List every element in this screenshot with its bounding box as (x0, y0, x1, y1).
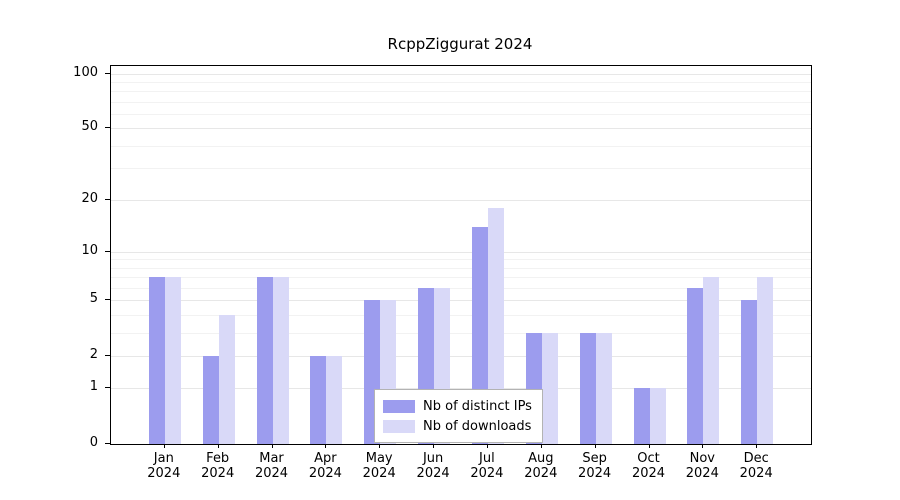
gridline-minor (111, 168, 811, 170)
y-tick-label: 10 (81, 242, 98, 258)
x-tick-label: Nov 2024 (685, 451, 719, 481)
bar-downloads-sep (595, 332, 612, 444)
y-tick-label: 2 (89, 346, 98, 362)
y-tick-mark (105, 299, 110, 301)
y-tick-label: 0 (89, 435, 98, 450)
gridline-minor (111, 277, 811, 279)
bar-downloads-aug (541, 332, 558, 444)
gridline-major (111, 388, 811, 390)
bar-downloads-apr (326, 355, 343, 444)
x-tick-label: Dec 2024 (739, 451, 773, 481)
gridline-major (111, 128, 811, 130)
x-tick-label: Jul 2024 (470, 451, 504, 481)
y-tick-mark (105, 443, 110, 444)
y-tick-label: 100 (73, 64, 98, 80)
chart-title: RcppZiggurat 2024 (387, 35, 533, 53)
y-tick-label: 50 (81, 119, 98, 135)
legend-label: Nb of downloads (423, 418, 532, 434)
bar-downloads-nov (703, 277, 720, 444)
y-tick-mark (105, 127, 110, 129)
gridline-minor (111, 287, 811, 289)
bar-downloads-feb (218, 314, 235, 444)
x-tick-mark (217, 444, 219, 448)
y-tick-label: 20 (81, 190, 98, 206)
y-tick-label: 5 (89, 291, 98, 307)
y-tick-mark (105, 250, 110, 252)
plot-area (110, 65, 812, 445)
x-tick-mark (594, 444, 596, 448)
bar-distinct-ips-feb (202, 355, 219, 444)
gridline-major (111, 199, 811, 201)
bar-distinct-ips-nov (687, 287, 704, 444)
bar-distinct-ips-oct (633, 388, 650, 444)
legend-row: Nb of distinct IPs (383, 396, 532, 416)
legend-swatch-distinct-ips (383, 399, 415, 413)
x-tick-label: Oct 2024 (631, 451, 666, 481)
gridline-minor (111, 267, 811, 269)
legend: Nb of distinct IPs Nb of downloads (374, 389, 543, 443)
x-tick-mark (325, 444, 327, 448)
gridline-minor (111, 314, 811, 316)
bar-distinct-ips-sep (579, 332, 596, 444)
gridline-minor (111, 332, 811, 334)
x-tick-mark (379, 444, 381, 448)
x-tick-mark (540, 444, 542, 448)
bar-downloads-dec (757, 277, 774, 444)
x-tick-mark (271, 444, 273, 448)
y-tick-mark (105, 198, 110, 200)
bar-downloads-mar (272, 277, 289, 444)
x-tick-label: Apr 2024 (308, 451, 342, 481)
gridline-minor (111, 91, 811, 93)
gridline-minor (111, 101, 811, 103)
x-tick-label: Jun 2024 (416, 451, 450, 481)
y-tick-label: 1 (89, 379, 98, 395)
legend-swatch-downloads (383, 419, 415, 433)
x-tick-mark (648, 444, 650, 448)
gridline-minor (111, 81, 811, 83)
gridline-minor (111, 259, 811, 261)
x-tick-mark (756, 444, 758, 448)
bar-distinct-ips-apr (310, 355, 327, 444)
bar-distinct-ips-mar (256, 277, 273, 444)
bar-downloads-jan (164, 277, 181, 444)
x-tick-label: Sep 2024 (578, 451, 612, 481)
x-tick-label: Jan 2024 (147, 451, 181, 481)
gridline-minor (111, 114, 811, 115)
x-tick-mark (433, 444, 435, 448)
bar-distinct-ips-dec (741, 300, 758, 444)
x-tick-mark (163, 444, 165, 448)
bar-downloads-jul (487, 207, 504, 444)
x-tick-mark (702, 444, 704, 448)
bar-distinct-ips-jan (148, 277, 165, 444)
x-tick-label: Mar 2024 (254, 451, 289, 481)
gridline-major (111, 251, 811, 253)
x-tick-label: Feb 2024 (201, 451, 235, 481)
legend-label: Nb of distinct IPs (423, 398, 532, 414)
legend-row: Nb of downloads (383, 416, 532, 436)
gridline-minor (111, 145, 811, 147)
x-tick-mark (486, 444, 488, 448)
x-tick-label: Aug 2024 (524, 451, 558, 481)
y-tick-mark (105, 387, 110, 389)
y-tick-mark (105, 72, 110, 74)
gridline-major (111, 355, 811, 357)
gridline-major (111, 73, 811, 75)
y-tick-mark (105, 354, 110, 356)
x-tick-label: May 2024 (362, 451, 396, 481)
bar-downloads-oct (649, 388, 666, 444)
gridline-major (111, 300, 811, 302)
